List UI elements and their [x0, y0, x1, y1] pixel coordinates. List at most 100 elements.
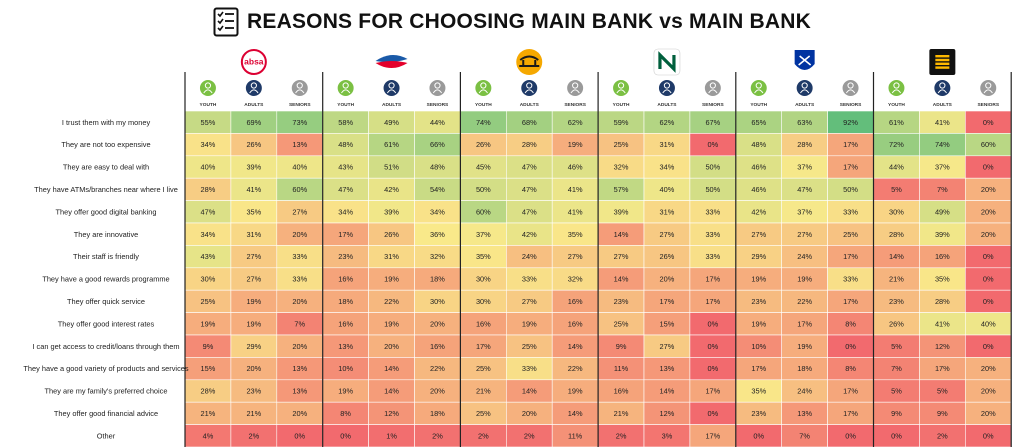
segment-adults-icon	[383, 80, 400, 96]
cell-value: 0%	[294, 431, 305, 440]
segment-youth-icon	[750, 80, 767, 96]
cell-value: 8%	[340, 409, 351, 418]
cell-value: 31%	[246, 230, 261, 239]
cell-value: 31%	[660, 207, 675, 216]
cell-value: 13%	[797, 409, 812, 418]
segment-youth-icon	[337, 80, 354, 96]
cell-value: 16%	[476, 319, 491, 328]
cell-value: 20%	[981, 387, 996, 396]
cell-value: 33%	[292, 252, 307, 261]
discovery-bank-logo	[929, 49, 956, 75]
cell-value: 47%	[522, 185, 537, 194]
cell-value: 35%	[246, 207, 261, 216]
cell-value: 20%	[981, 207, 996, 216]
cell-value: 50%	[476, 185, 491, 194]
cell-value: 20%	[430, 387, 445, 396]
cell-value: 26%	[660, 252, 675, 261]
cell-value: 17%	[705, 387, 720, 396]
cell-value: 19%	[338, 387, 353, 396]
row-label: Their staff is friendly	[73, 252, 139, 261]
cell-value: 23%	[889, 297, 904, 306]
cell-value: 46%	[751, 185, 766, 194]
segment-label: YOUTH	[888, 102, 905, 108]
cell-value: 47%	[201, 207, 216, 216]
cell-value: 11%	[568, 431, 583, 440]
cell-value: 17%	[843, 163, 858, 172]
cell-value: 40%	[292, 163, 307, 172]
cell-value: 17%	[843, 409, 858, 418]
cell-value: 27%	[568, 252, 583, 261]
cell-value: 0%	[845, 431, 856, 440]
cell-value: 14%	[384, 364, 399, 373]
cell-value: 48%	[751, 140, 766, 149]
cell-value: 21%	[614, 409, 629, 418]
cell-value: 42%	[522, 230, 537, 239]
cell-value: 24%	[797, 387, 812, 396]
cell-value: 33%	[292, 275, 307, 284]
checklist-icon	[213, 7, 239, 37]
cell-value: 25%	[476, 364, 491, 373]
cell-value: 28%	[201, 185, 216, 194]
cell-value: 20%	[384, 342, 399, 351]
cell-value: 49%	[384, 118, 399, 127]
cell-value: 19%	[201, 319, 216, 328]
cell-value: 0%	[983, 342, 994, 351]
cell-value: 32%	[430, 252, 445, 261]
cell-value: 22%	[430, 364, 445, 373]
cell-value: 15%	[201, 364, 216, 373]
cell-value: 20%	[246, 364, 261, 373]
cell-value: 5%	[937, 387, 948, 396]
cell-value: 17%	[705, 275, 720, 284]
cell-value: 15%	[660, 319, 675, 328]
cell-value: 29%	[751, 252, 766, 261]
cell-value: 47%	[522, 163, 537, 172]
cell-value: 32%	[568, 275, 583, 284]
segment-label: SENIORS	[840, 102, 862, 108]
cell-value: 12%	[935, 342, 950, 351]
segment-adults-icon	[245, 80, 262, 96]
cell-value: 9%	[891, 409, 902, 418]
fnb-logo	[516, 49, 543, 75]
cell-value: 0%	[340, 431, 351, 440]
cell-value: 2%	[524, 431, 535, 440]
cell-value: 35%	[568, 230, 583, 239]
cell-value: 39%	[384, 207, 399, 216]
cell-value: 19%	[751, 319, 766, 328]
cell-value: 12%	[660, 409, 675, 418]
cell-value: 23%	[751, 409, 766, 418]
cell-value: 39%	[246, 163, 261, 172]
segment-adults-icon	[934, 80, 951, 96]
cell-value: 30%	[476, 275, 491, 284]
cell-value: 35%	[935, 275, 950, 284]
cell-value: 20%	[981, 364, 996, 373]
segment-youth-icon	[613, 80, 630, 96]
cell-value: 43%	[201, 252, 216, 261]
segment-label: ADULTS	[244, 102, 264, 108]
cell-value: 34%	[430, 207, 445, 216]
cell-value: 61%	[384, 140, 399, 149]
cell-value: 48%	[338, 140, 353, 149]
cell-value: 27%	[246, 275, 261, 284]
cell-value: 51%	[384, 163, 399, 172]
svg-text:absa: absa	[244, 57, 264, 67]
cell-value: 33%	[843, 275, 858, 284]
cell-value: 44%	[889, 163, 904, 172]
cell-value: 31%	[384, 252, 399, 261]
cell-value: 16%	[568, 297, 583, 306]
cell-value: 10%	[338, 364, 353, 373]
cell-value: 0%	[983, 252, 994, 261]
cell-value: 7%	[937, 185, 948, 194]
page-title: REASONS FOR CHOOSING MAIN BANK vs MAIN B…	[247, 10, 811, 33]
cell-value: 9%	[616, 342, 627, 351]
cell-value: 27%	[660, 230, 675, 239]
segment-label: ADULTS	[520, 102, 540, 108]
segment-label: YOUTH	[750, 102, 767, 108]
cell-value: 22%	[568, 364, 583, 373]
cell-value: 17%	[797, 319, 812, 328]
cell-value: 8%	[845, 364, 856, 373]
cell-value: 74%	[476, 118, 491, 127]
cell-value: 28%	[201, 387, 216, 396]
cell-value: 5%	[891, 387, 902, 396]
cell-value: 21%	[476, 387, 491, 396]
cell-value: 14%	[614, 275, 629, 284]
